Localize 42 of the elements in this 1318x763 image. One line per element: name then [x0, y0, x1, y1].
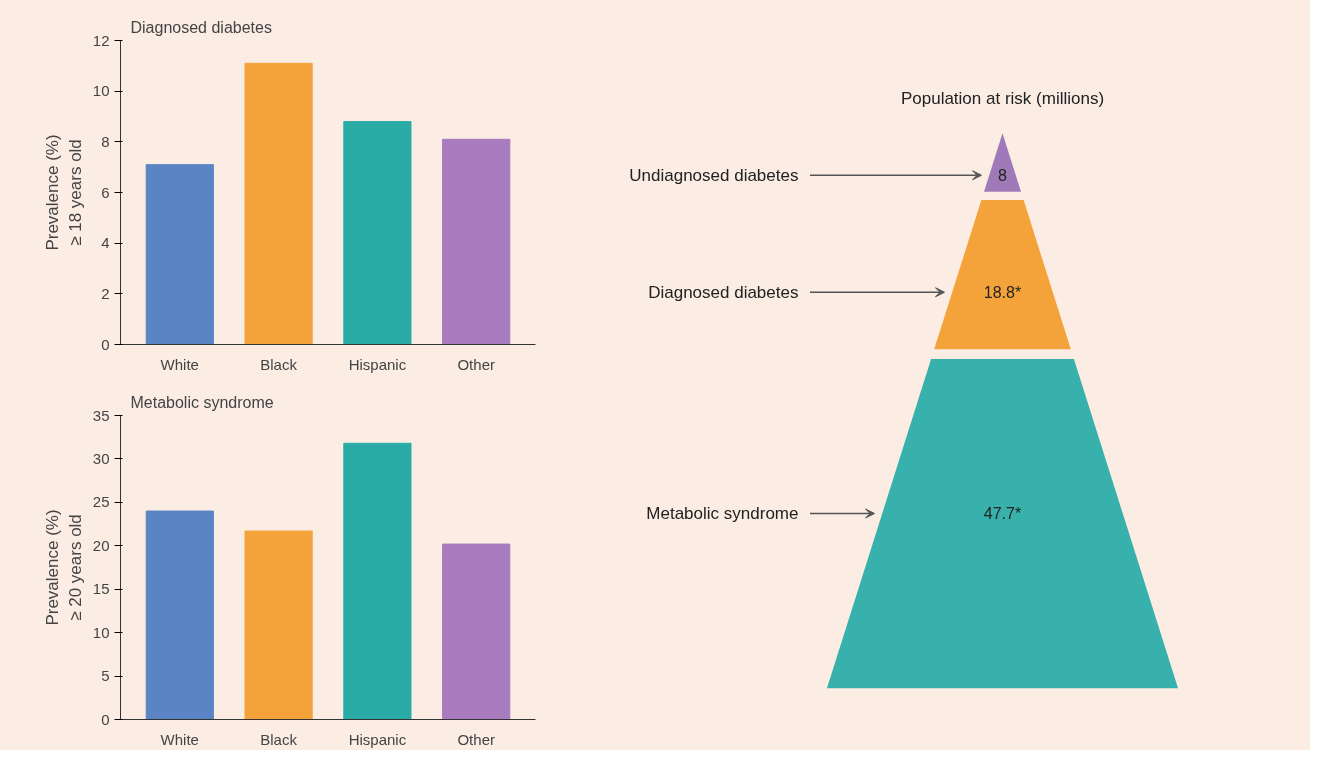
- y-tick-label: 25: [92, 493, 110, 511]
- y-tick-label: 6: [101, 183, 110, 201]
- x-tick-label: Other: [457, 730, 495, 748]
- x-tick-label: White: [160, 730, 199, 748]
- data-label: 47.7*: [983, 505, 1022, 522]
- bar: [442, 138, 511, 345]
- category-label: Metabolic syndrome: [646, 504, 799, 523]
- y-tick-label: 10: [92, 82, 110, 100]
- bar: [145, 510, 214, 720]
- y-tick-label: 0: [101, 710, 110, 728]
- y-tick-label: 35: [92, 406, 110, 424]
- y-axis-title: Prevalence (%) ≥ 20 years old: [43, 509, 85, 626]
- bar: [145, 164, 214, 345]
- y-tick-label: 20: [92, 536, 110, 554]
- y-tick-label: 4: [101, 234, 110, 252]
- y-tick-label: 0: [101, 335, 110, 353]
- data-label: 8: [998, 167, 1008, 185]
- x-tick-label: Other: [457, 355, 495, 373]
- x-tick-label: Black: [260, 730, 298, 748]
- text: Population at risk (millions): [900, 88, 1105, 108]
- chart-title: Diagnosed diabetes: [130, 18, 272, 36]
- category-label: Diagnosed diabetes: [648, 282, 799, 302]
- y-axis-title: Prevalence (%) ≥ 18 years old: [43, 134, 85, 251]
- y-tick-label: 2: [101, 284, 110, 302]
- bar: [343, 442, 412, 720]
- bar: [244, 530, 313, 720]
- data-label: 18.8*: [983, 283, 1022, 301]
- category-label: Undiagnosed diabetes: [629, 165, 799, 185]
- chart-title: Metabolic syndrome: [130, 393, 274, 411]
- bar: [244, 62, 313, 345]
- x-tick-label: White: [160, 355, 199, 373]
- y-tick-label: 10: [92, 623, 110, 641]
- x-tick-label: Hispanic: [348, 730, 407, 748]
- bar: [343, 121, 412, 345]
- y-tick-label: 15: [92, 580, 110, 598]
- y-tick-label: 8: [101, 132, 110, 150]
- y-tick-label: 5: [101, 667, 110, 685]
- y-tick-label: 12: [92, 31, 110, 49]
- bar: [442, 543, 511, 720]
- x-tick-label: Black: [260, 355, 298, 373]
- x-tick-label: Hispanic: [348, 355, 407, 373]
- y-tick-label: 30: [92, 449, 110, 467]
